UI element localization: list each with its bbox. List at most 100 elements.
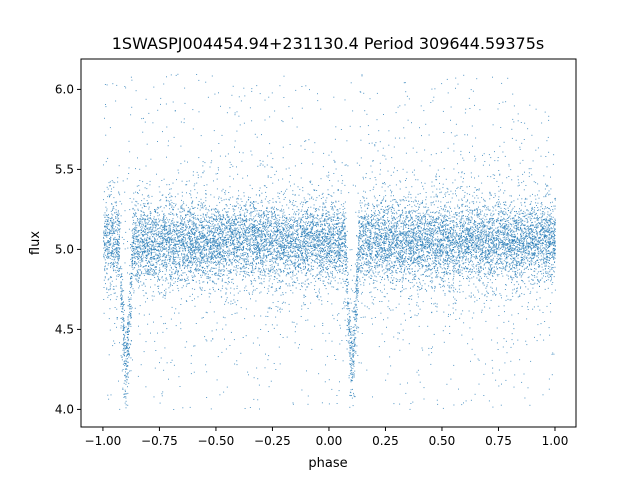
- data-point: [400, 216, 402, 218]
- data-point: [149, 243, 151, 245]
- data-point: [311, 241, 312, 243]
- data-point: [137, 203, 139, 205]
- data-point: [162, 221, 164, 223]
- data-point: [247, 227, 249, 228]
- data-point: [488, 251, 489, 253]
- data-point: [461, 186, 463, 187]
- data-point: [213, 196, 215, 198]
- data-point: [368, 308, 370, 310]
- data-point: [261, 229, 263, 231]
- data-point: [361, 302, 363, 304]
- data-point: [221, 235, 223, 237]
- data-point: [286, 258, 288, 260]
- data-point: [143, 239, 145, 241]
- data-point: [122, 180, 124, 182]
- data-point: [334, 280, 336, 282]
- data-point: [123, 343, 125, 345]
- data-point: [196, 243, 198, 245]
- data-point: [372, 246, 374, 248]
- data-point: [530, 213, 531, 215]
- data-point: [369, 253, 371, 255]
- data-point: [106, 268, 108, 270]
- data-point: [229, 272, 231, 274]
- data-point: [307, 209, 308, 211]
- data-point: [284, 224, 286, 226]
- data-point: [309, 215, 311, 217]
- data-point: [319, 248, 320, 250]
- data-point: [497, 229, 499, 231]
- data-point: [291, 263, 293, 265]
- data-point: [290, 255, 292, 257]
- data-point: [235, 229, 237, 231]
- data-point: [499, 238, 501, 240]
- data-point: [210, 408, 212, 410]
- data-point: [144, 268, 146, 270]
- data-point: [202, 237, 204, 239]
- data-point: [294, 229, 296, 231]
- data-point: [281, 222, 283, 224]
- data-point: [458, 212, 460, 214]
- data-point: [503, 228, 505, 230]
- data-point: [221, 239, 223, 241]
- data-point: [225, 348, 227, 350]
- data-point: [247, 175, 248, 177]
- data-point: [201, 260, 203, 262]
- data-point: [123, 337, 125, 338]
- data-point: [208, 240, 210, 241]
- data-point: [536, 230, 537, 232]
- data-point: [394, 248, 395, 250]
- data-point: [393, 234, 395, 236]
- data-point: [355, 315, 357, 317]
- data-point: [313, 247, 315, 249]
- data-point: [304, 280, 306, 282]
- data-point: [351, 373, 353, 375]
- data-point: [315, 224, 317, 226]
- data-point: [331, 204, 333, 205]
- data-point: [484, 255, 486, 256]
- data-point: [192, 174, 194, 176]
- data-point: [325, 276, 327, 278]
- data-point: [150, 269, 151, 271]
- data-point: [459, 241, 461, 242]
- data-point: [543, 231, 545, 233]
- data-point: [154, 273, 156, 275]
- data-point: [216, 219, 218, 221]
- data-point: [246, 239, 248, 241]
- data-point: [458, 288, 460, 290]
- data-point: [471, 348, 473, 350]
- data-point: [360, 205, 362, 207]
- data-point: [143, 251, 145, 253]
- data-point: [202, 281, 204, 283]
- data-point: [283, 227, 285, 229]
- data-point: [126, 369, 128, 370]
- data-point: [387, 219, 388, 221]
- data-point: [262, 225, 263, 227]
- data-point: [286, 236, 288, 238]
- data-point: [338, 217, 340, 219]
- data-point: [476, 277, 478, 279]
- data-point: [513, 245, 515, 246]
- data-point: [547, 262, 549, 263]
- data-point: [185, 265, 187, 267]
- data-point: [316, 190, 318, 191]
- data-point: [136, 278, 138, 280]
- data-point: [469, 262, 470, 264]
- data-point: [183, 268, 185, 269]
- data-point: [421, 285, 423, 287]
- data-point: [189, 225, 190, 227]
- data-point: [436, 274, 438, 276]
- data-point: [145, 222, 147, 224]
- data-point: [271, 216, 273, 218]
- data-point: [190, 214, 192, 216]
- data-point: [363, 178, 364, 180]
- data-point: [377, 237, 379, 239]
- data-point: [171, 206, 173, 208]
- data-point: [512, 289, 514, 291]
- data-point: [547, 211, 549, 213]
- data-point: [375, 241, 377, 243]
- data-point: [233, 242, 235, 244]
- data-point: [421, 245, 423, 247]
- data-point: [246, 215, 247, 217]
- data-point: [427, 223, 429, 224]
- data-point: [527, 230, 529, 232]
